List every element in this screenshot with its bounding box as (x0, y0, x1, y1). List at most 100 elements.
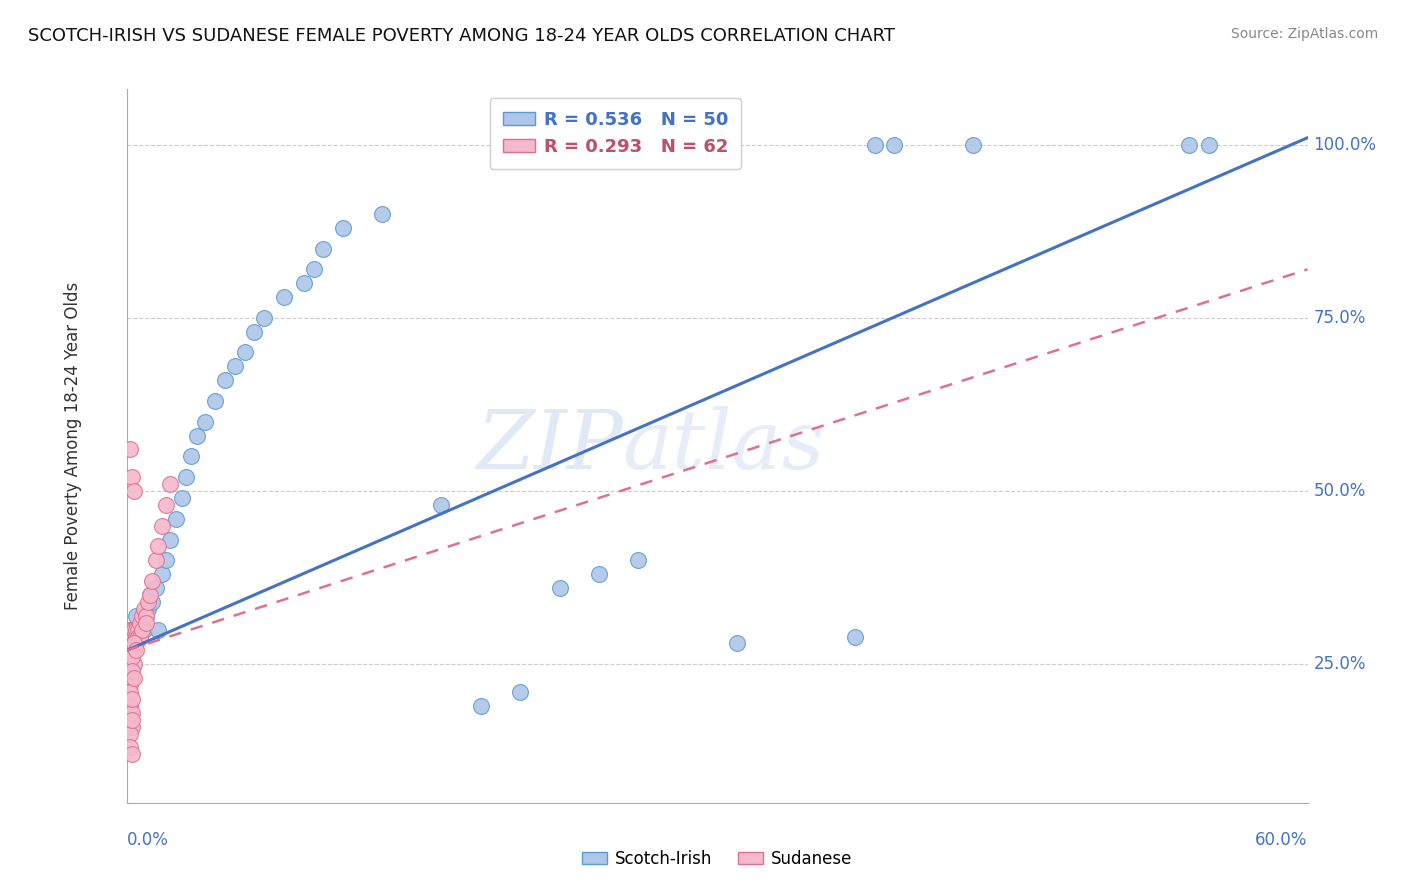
Point (302, 262, 325, 277)
Point (124, 623, 146, 637)
Text: 60.0%: 60.0% (1256, 831, 1308, 849)
Point (174, 470, 197, 484)
Point (121, 664, 143, 678)
Point (121, 636, 143, 650)
Point (159, 533, 181, 547)
Point (430, 498, 453, 512)
Point (1198, 137, 1220, 152)
Point (121, 747, 143, 762)
Point (141, 595, 163, 609)
Point (194, 415, 217, 429)
Point (155, 553, 177, 567)
Point (120, 442, 142, 457)
Point (117, 630, 139, 644)
Point (120, 643, 142, 657)
Point (120, 740, 142, 755)
Point (121, 630, 143, 644)
Text: 100.0%: 100.0% (1313, 136, 1376, 153)
Point (124, 483, 146, 498)
Point (121, 643, 143, 657)
Point (121, 643, 143, 657)
Point (120, 636, 142, 650)
Point (135, 608, 157, 623)
Text: ZIP: ZIP (475, 406, 623, 486)
Point (150, 567, 173, 582)
Point (470, 698, 492, 713)
Point (124, 636, 146, 650)
Legend: R = 0.536   N = 50, R = 0.293   N = 62: R = 0.536 N = 50, R = 0.293 N = 62 (489, 98, 741, 169)
Text: Female Poverty Among 18-24 Year Olds: Female Poverty Among 18-24 Year Olds (65, 282, 83, 610)
Point (135, 608, 157, 623)
Point (273, 290, 295, 304)
Text: 25.0%: 25.0% (1313, 656, 1367, 673)
Point (135, 615, 157, 630)
Text: atlas: atlas (623, 406, 825, 486)
Point (863, 137, 886, 152)
Point (124, 657, 146, 672)
Point (131, 615, 153, 630)
Point (120, 650, 142, 665)
Point (129, 630, 152, 644)
Text: 50.0%: 50.0% (1313, 482, 1365, 500)
Point (120, 636, 142, 650)
Point (312, 242, 335, 256)
Point (125, 643, 148, 657)
Point (121, 713, 143, 727)
Point (117, 643, 139, 657)
Point (121, 720, 143, 734)
Point (292, 276, 315, 290)
Point (844, 630, 866, 644)
Point (136, 602, 159, 616)
Point (121, 470, 143, 484)
Point (120, 698, 142, 713)
Point (139, 588, 162, 602)
Point (124, 643, 146, 657)
Point (124, 636, 146, 650)
Point (180, 450, 202, 464)
Point (124, 671, 146, 685)
Point (145, 581, 167, 595)
Point (121, 706, 143, 720)
Point (120, 678, 142, 692)
Point (159, 477, 181, 491)
Text: 0.0%: 0.0% (127, 831, 169, 849)
Point (120, 726, 142, 740)
Point (131, 623, 153, 637)
Point (117, 643, 139, 657)
Point (121, 623, 143, 637)
Point (962, 137, 984, 152)
Point (146, 623, 169, 637)
Text: SCOTCH-IRISH VS SUDANESE FEMALE POVERTY AMONG 18-24 YEAR OLDS CORRELATION CHART: SCOTCH-IRISH VS SUDANESE FEMALE POVERTY … (28, 27, 896, 45)
Point (332, 220, 354, 235)
Point (371, 207, 394, 221)
Point (883, 137, 905, 152)
Point (121, 691, 143, 706)
Point (548, 581, 571, 595)
Point (165, 512, 187, 526)
Point (170, 491, 193, 505)
Point (150, 518, 173, 533)
Point (627, 553, 650, 567)
Point (120, 623, 142, 637)
Point (121, 636, 143, 650)
Point (120, 630, 142, 644)
Text: Source: ZipAtlas.com: Source: ZipAtlas.com (1230, 27, 1378, 41)
Point (125, 630, 148, 644)
Point (125, 608, 148, 623)
Point (124, 630, 146, 644)
Point (117, 623, 139, 637)
Point (145, 553, 167, 567)
Point (121, 671, 143, 685)
Point (588, 567, 610, 582)
Point (129, 615, 152, 630)
Point (186, 428, 208, 442)
Point (214, 373, 236, 387)
Point (1178, 137, 1201, 152)
Point (204, 394, 226, 409)
Point (243, 325, 266, 339)
Point (120, 643, 142, 657)
Point (136, 595, 159, 609)
Point (125, 623, 148, 637)
Point (127, 630, 149, 644)
Point (509, 685, 531, 699)
